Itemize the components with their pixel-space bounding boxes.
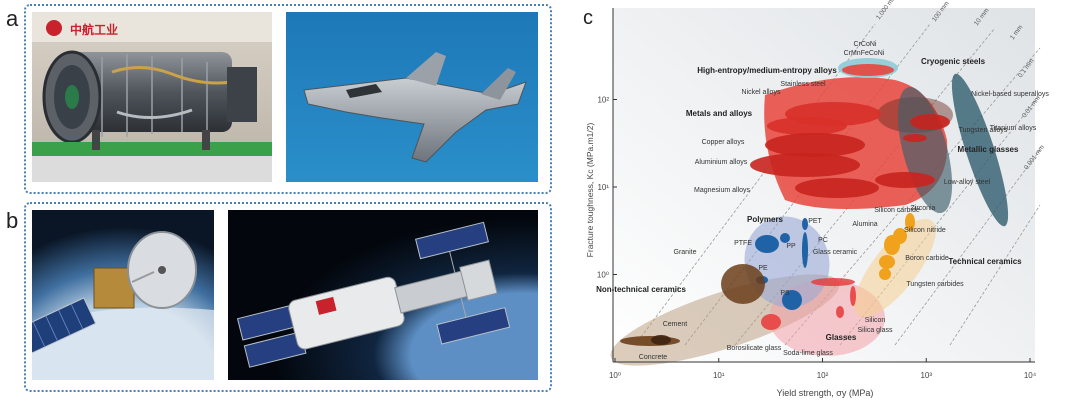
group-label: Polymers [747, 215, 784, 224]
soda-lime-bubble [836, 306, 844, 318]
tungsten-alloys-bubble [903, 134, 927, 142]
engine-banner: 中航工业 [70, 22, 118, 37]
panel-b-frame [24, 202, 552, 392]
tick-labels: 10⁰ 10¹ 10² 10³ 10⁴ 10⁰ 10¹ 10² [597, 96, 1037, 381]
material-label: Borosilicate glass [727, 345, 782, 352]
granite-bubble [721, 264, 765, 304]
x-tick-label: 10³ [920, 371, 932, 380]
aluminium-alloys-bubble [750, 153, 860, 177]
material-label: Silicon nitride [904, 227, 946, 234]
copper-alloys-bubble [765, 133, 865, 157]
ashby-chart: 1,000 mm 100 mm 10 mm1 mm0.1 mm0.01 mm0.00… [583, 0, 1049, 398]
group-label: Technical ceramics [948, 257, 1022, 266]
y-tick-label: 10² [597, 96, 609, 105]
pet-bubble [802, 218, 808, 230]
material-label: Nickel-based superalloys [971, 91, 1049, 98]
x-tick-label: 10² [817, 371, 829, 380]
material-label: Tungsten alloys [959, 127, 1008, 134]
panel-a-frame [24, 4, 552, 194]
pp-bubble [780, 233, 790, 243]
x-axis-label: Yield strength, σy (MPa) [777, 388, 874, 398]
concrete-bubble [620, 336, 680, 346]
material-label: Granite [674, 249, 697, 256]
x-tick-label: 10¹ [713, 371, 725, 380]
material-label: Low-alloy steel [944, 179, 991, 186]
group-label: Metallic glasses [958, 145, 1019, 154]
group-label: Non-technical ceramics [596, 285, 686, 294]
material-label: Alumina [852, 221, 877, 228]
panel-label-a: a [6, 6, 19, 31]
jet-engine-photo: 中航工业 [32, 12, 272, 182]
material-bubbles [610, 58, 1009, 366]
material-label: Nickel alloys [742, 89, 781, 96]
material-label: Boron carbide [905, 255, 949, 262]
material-label: Copper alloys [702, 139, 745, 146]
metallic-glasses-high [951, 73, 1009, 227]
guide-line [894, 149, 1041, 346]
silicon-nitride-bubble [893, 228, 907, 244]
material-labels: High-entropy/medium-entropy alloys Cryoge… [596, 41, 1049, 361]
metallic-glasses-envelope [897, 86, 953, 214]
material-label: Glass ceramic [813, 249, 858, 256]
material-label: PS [780, 290, 790, 297]
zirconia-bubble [905, 213, 915, 231]
guide-line [949, 204, 1041, 346]
material-label: PTFE [734, 240, 752, 247]
material-label: PE [758, 265, 768, 272]
material-label: Soda-lime glass [783, 350, 833, 357]
titanium-alloys-bubble [910, 114, 950, 130]
low-alloy-steel-bubble [875, 172, 935, 188]
space-station-photo [228, 210, 538, 380]
x-tick-label: 10⁰ [609, 371, 621, 380]
group-label: High-entropy/medium-entropy alloys [697, 66, 837, 75]
y-tick-label: 10¹ [597, 183, 609, 192]
material-label: Silicon [865, 317, 886, 324]
y-tick-label: 10⁰ [597, 271, 609, 280]
ptfe-bubble [755, 235, 779, 253]
ps-bubble [782, 290, 802, 310]
hea-bubble [842, 64, 894, 76]
glass-ceramic-bubble [811, 278, 855, 286]
material-label: PET [808, 218, 822, 225]
y-axis-label: Fracture toughness, Kc (MPa.m1/2) [585, 123, 595, 258]
group-label: Metals and alloys [686, 109, 753, 118]
material-label: Concrete [639, 354, 668, 361]
satellite-photo [32, 210, 214, 380]
material-label: Titanium alloys [990, 125, 1037, 132]
material-label: PC [818, 237, 828, 244]
cement-bubble [651, 335, 671, 345]
boron-carbide-bubble [879, 268, 891, 280]
group-label: Glasses [826, 333, 857, 342]
material-label: Zirconia [911, 205, 936, 212]
x-tick-label: 10⁴ [1024, 371, 1037, 380]
silica-glass-bubble [850, 286, 856, 306]
axes [612, 8, 1035, 363]
guide-line [734, 27, 996, 346]
nickel-alloys-bubble [767, 117, 847, 135]
borosilicate-bubble [761, 314, 781, 330]
guide-line [839, 94, 1041, 346]
material-label: Stainless steel [780, 81, 826, 88]
material-label: CrCoNi [854, 41, 877, 48]
material-label: Aluminium alloys [695, 159, 748, 166]
material-label: PP [786, 243, 796, 250]
pc-bubble [802, 232, 808, 268]
panel-label-c: c [583, 7, 593, 29]
stealth-fighter-photo [286, 12, 538, 182]
magnesium-alloys-bubble [795, 178, 879, 198]
material-label: Silicon carbide [874, 207, 920, 214]
panel-label-b: b [6, 208, 19, 233]
guide-line [634, 23, 876, 346]
technical-ceramics-envelope [854, 218, 936, 318]
material-label: Cement [663, 321, 688, 328]
material-label: Tungsten carbides [906, 281, 964, 288]
silicon-carbide-bubble [879, 255, 895, 269]
group-label: Cryogenic steels [921, 57, 986, 66]
material-label: Silica glass [857, 327, 893, 334]
material-label: Magnesium alloys [694, 187, 751, 194]
material-label: CrMnFeCoNi [844, 50, 885, 57]
